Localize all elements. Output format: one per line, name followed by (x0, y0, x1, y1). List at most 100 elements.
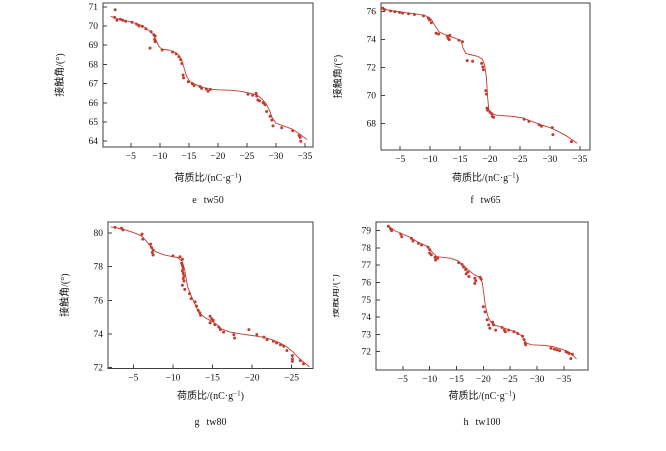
data-point (204, 87, 208, 91)
data-point (290, 359, 294, 363)
data-point (484, 92, 488, 96)
x-tick-label: −5 (395, 155, 405, 165)
data-point (160, 48, 164, 52)
data-point (188, 292, 191, 296)
data-point (137, 24, 141, 28)
x-tick-label: −25 (284, 373, 299, 383)
y-axis-label: 接触角/(°) (333, 274, 341, 317)
chart-h-tw100: −5 −10 −15 −20 −25 −30 −35 72 73 74 75 76 77 78 79 荷质比/… (333, 210, 666, 451)
data-point (180, 257, 184, 261)
y-tick-label: 69 (89, 41, 99, 51)
data-point (135, 22, 139, 26)
data-point (399, 232, 403, 236)
data-point (130, 20, 134, 24)
data-point (481, 68, 485, 72)
data-point (290, 357, 294, 361)
data-points (381, 6, 573, 144)
x-tick-label: −30 (530, 375, 545, 385)
x-tick-label: −5 (128, 373, 138, 383)
y-axis-ticks: 64 65 66 67 68 69 70 71 (89, 3, 107, 147)
data-points (386, 224, 574, 361)
x-tick-label: −15 (449, 375, 464, 385)
data-point (486, 108, 490, 112)
data-point (279, 343, 282, 347)
y-axis-label: 接触角/(°) (53, 53, 66, 96)
data-point (448, 33, 452, 37)
data-point (429, 21, 433, 25)
data-point (473, 281, 477, 285)
data-point (428, 248, 432, 252)
data-point (302, 362, 305, 366)
x-tick-label: −35 (297, 152, 312, 162)
y-tick-label: 71 (89, 3, 99, 13)
data-point (549, 346, 553, 350)
data-point (183, 287, 187, 291)
x-tick-label: −20 (210, 152, 225, 162)
y-tick-label: 67 (89, 80, 99, 90)
data-point (416, 241, 420, 245)
data-point (570, 352, 574, 356)
data-point (569, 357, 573, 361)
x-tick-label: −5 (126, 152, 136, 162)
data-point (233, 336, 237, 340)
data-point (428, 18, 431, 22)
data-point (140, 24, 144, 28)
data-point (471, 59, 475, 63)
y-tick-label: 79 (362, 227, 372, 237)
data-point (291, 129, 295, 133)
x-axis-label: 荷质比/(nC·g−1) (175, 172, 242, 185)
data-point (208, 321, 212, 325)
data-point (540, 124, 543, 128)
data-point (265, 338, 269, 342)
y-tick-label: 80 (94, 229, 104, 239)
data-point (485, 318, 489, 322)
y-axis-ticks: 72 73 74 75 76 77 78 79 (362, 227, 380, 358)
data-point (527, 119, 531, 123)
data-point (447, 38, 451, 42)
x-tick-label: −10 (165, 373, 180, 383)
data-point (232, 333, 236, 337)
data-point (516, 332, 520, 335)
plot-frame (102, 2, 314, 148)
data-point (246, 92, 250, 96)
y-axis-label: 接触角/(°) (333, 55, 344, 98)
plot-svg: −5 −10 −15 −20 −25 −30 −35 68 70 72 74 76 荷质比/(nC·g−… (333, 2, 591, 206)
data-point (113, 8, 117, 12)
data-point (254, 91, 258, 95)
data-point (118, 17, 122, 21)
trend-line (110, 15, 308, 140)
trend-line (380, 8, 578, 144)
data-point (537, 123, 541, 127)
data-point (255, 333, 259, 337)
data-point (208, 314, 212, 318)
data-point (491, 320, 494, 324)
x-axis-ticks: −5 −10 −15 −20 −25 (128, 364, 299, 383)
data-point (258, 99, 262, 103)
data-point (567, 351, 571, 355)
data-point (263, 103, 267, 107)
data-point (190, 82, 194, 86)
data-point (280, 126, 284, 130)
data-point (199, 313, 203, 317)
x-tick-label: −35 (572, 155, 587, 165)
data-point (151, 253, 155, 257)
x-tick-label: −30 (268, 152, 283, 162)
data-point (409, 236, 413, 240)
data-point (180, 261, 184, 265)
data-point (181, 266, 185, 270)
data-point (460, 262, 464, 266)
chart-f-tw65: −5 −10 −15 −20 −25 −30 −35 68 70 72 74 76 荷质比/(nC·g−… (333, 0, 666, 210)
data-point (200, 86, 204, 90)
data-point (483, 310, 487, 314)
data-point (113, 225, 117, 229)
data-point (552, 347, 556, 351)
data-point (153, 38, 157, 41)
x-axis-ticks: −5 −10 −15 −20 −25 −30 −35 (126, 143, 313, 162)
x-tick-label: −20 (483, 155, 498, 165)
y-axis-ticks: 72 74 76 78 80 (94, 229, 112, 373)
data-point (218, 328, 222, 332)
x-axis-ticks: −5 −10 −15 −20 −25 −30 −35 (395, 146, 587, 165)
data-point (390, 229, 394, 233)
data-point (464, 268, 468, 271)
